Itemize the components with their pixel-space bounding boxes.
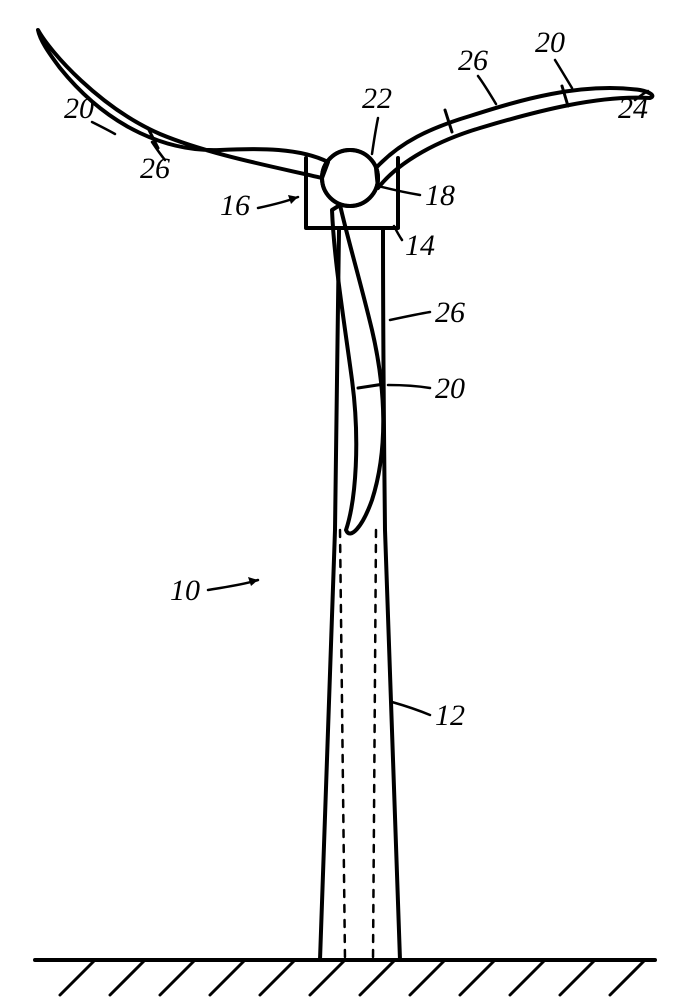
label-16: 16	[220, 189, 250, 222]
label-10: 10	[170, 574, 200, 607]
blade-right	[376, 86, 652, 188]
label-26c: 26	[435, 296, 465, 329]
label-24: 24	[618, 92, 648, 125]
tower	[320, 230, 400, 960]
label-20a: 20	[64, 92, 94, 125]
label-14: 14	[405, 229, 435, 262]
ground-hatching	[35, 960, 655, 995]
nacelle	[306, 158, 398, 228]
label-26a: 26	[140, 152, 170, 185]
label-12: 12	[435, 699, 465, 732]
label-18: 18	[425, 179, 455, 212]
label-20c: 20	[435, 372, 465, 405]
label-22: 22	[362, 82, 392, 115]
label-20b: 20	[535, 26, 565, 59]
label-26b: 26	[458, 44, 488, 77]
wind-turbine-diagram: 10 12 14 16 18 20 20 20 22 24 26 26 26	[0, 0, 679, 1000]
